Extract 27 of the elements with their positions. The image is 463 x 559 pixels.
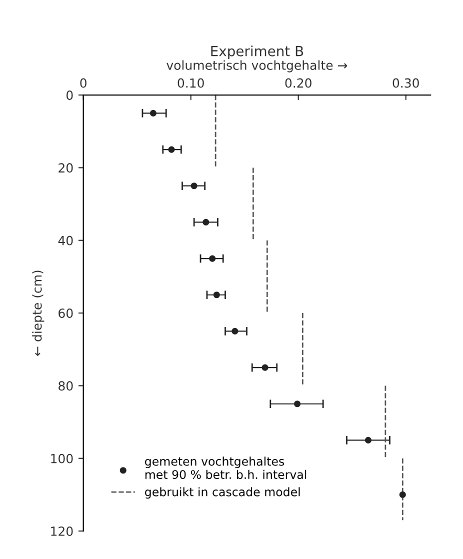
point [232, 328, 238, 334]
x-tick-label: 0 [80, 78, 86, 88]
point [190, 182, 198, 190]
point [294, 400, 301, 408]
legend-label: gebruikt in cascade model [145, 487, 300, 499]
point [202, 218, 210, 226]
x-axis-title: volumetrisch vochtgehalte → [166, 60, 348, 72]
y-tick-label: 120 [51, 526, 73, 536]
point [262, 364, 268, 371]
point [168, 146, 175, 153]
y-tick-label: 20 [58, 163, 73, 173]
x-tick-label: 0.20 [285, 78, 312, 88]
point [399, 491, 406, 498]
point [364, 436, 372, 444]
y-axis-title: ← diepte (cm) [32, 270, 44, 356]
point [213, 292, 220, 298]
x-tick-label: 0.10 [178, 78, 204, 88]
point [150, 110, 157, 116]
x-tick-label: 0.30 [392, 78, 419, 88]
y-tick-label: 80 [58, 381, 73, 391]
chart-title: Experiment B [211, 46, 304, 60]
point [209, 255, 216, 262]
legend-label: gemeten vochtgehaltes met 90 % betr. b.h. interval [145, 456, 306, 480]
y-tick-label: 40 [58, 236, 73, 246]
y-tick-label: 60 [58, 308, 73, 318]
y-tick-label: 0 [66, 90, 73, 100]
y-tick-label: 100 [51, 454, 73, 464]
